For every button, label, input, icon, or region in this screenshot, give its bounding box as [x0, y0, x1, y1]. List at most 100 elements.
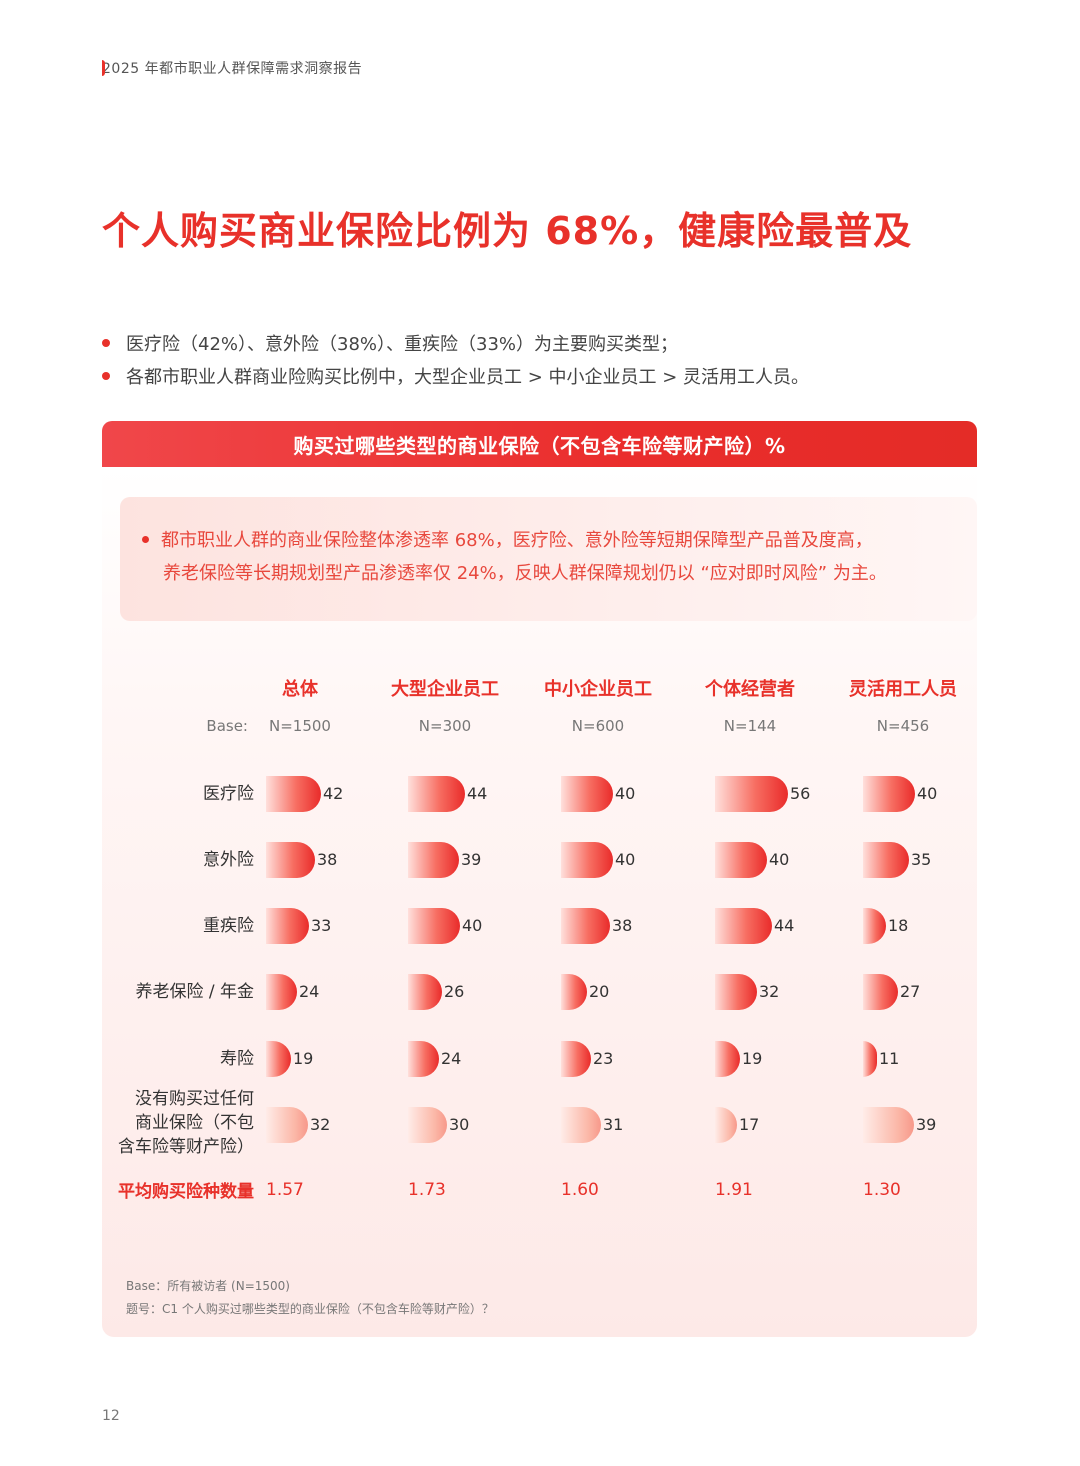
- value-bar: [561, 776, 613, 812]
- value-label: 31: [603, 1115, 624, 1134]
- value-label: 38: [317, 850, 338, 869]
- value-bar: [266, 842, 315, 878]
- finding-item: 医疗险（42%）、意外险（38%）、重疾险（33%）为主要购买类型；: [102, 326, 809, 359]
- avg-value: 1.57: [266, 1180, 304, 1200]
- row-label: 重疾险: [203, 916, 254, 936]
- value-bar: [408, 1107, 447, 1143]
- value-bar: [408, 908, 460, 944]
- value-label: 42: [323, 784, 344, 803]
- value-label: 40: [917, 784, 938, 803]
- page-number: 12: [102, 1408, 120, 1424]
- section-title: 购买过哪些类型的商业保险（不包含车险等财产险）%: [293, 433, 786, 458]
- value-bar: [408, 1041, 439, 1077]
- row-label: 养老保险 / 年金: [135, 982, 254, 1002]
- value-label: 38: [612, 916, 633, 935]
- column-header: 个体经营者: [705, 679, 795, 700]
- key-findings: 医疗险（42%）、意外险（38%）、重疾险（33%）为主要购买类型； 各都市职业…: [102, 326, 809, 392]
- column-base-n: N=1500: [269, 717, 331, 735]
- value-label: 17: [739, 1115, 760, 1134]
- value-label: 40: [615, 784, 636, 803]
- report-title: 2025 年都市职业人群保障需求洞察报告: [102, 61, 363, 77]
- value-bar: [561, 908, 610, 944]
- page-title: 个人购买商业保险比例为 68%，健康险最普及: [102, 209, 913, 253]
- value-bar: [561, 1107, 601, 1143]
- value-label: 19: [293, 1049, 314, 1068]
- section-banner: 购买过哪些类型的商业保险（不包含车险等财产险）%: [102, 421, 977, 467]
- avg-value: 1.30: [863, 1180, 901, 1200]
- value-label: 44: [467, 784, 488, 803]
- insight-text: 都市职业人群的商业保险整体渗透率 68%，医疗险、意外险等短期保障型产品普及度高…: [142, 524, 972, 590]
- value-label: 19: [742, 1049, 763, 1068]
- avg-value: 1.73: [408, 1180, 446, 1200]
- column-header: 中小企业员工: [544, 679, 652, 700]
- footnote-base: Base：所有被访者 (N=1500): [126, 1279, 290, 1293]
- base-label: Base:: [206, 717, 248, 735]
- value-bar: [561, 842, 613, 878]
- column-base-n: N=144: [723, 717, 777, 735]
- report-header: 2025 年都市职业人群保障需求洞察报告: [102, 58, 362, 78]
- column-base-n: N=456: [876, 717, 930, 735]
- value-label: 33: [311, 916, 332, 935]
- column-header: 总体: [282, 679, 318, 700]
- row-label: 意外险: [203, 850, 254, 870]
- value-bar: [863, 776, 915, 812]
- value-label: 20: [589, 982, 610, 1001]
- value-label: 40: [769, 850, 790, 869]
- avg-value: 1.91: [715, 1180, 753, 1200]
- value-label: 24: [299, 982, 320, 1001]
- value-bar: [561, 1041, 591, 1077]
- row-label: 没有购买过任何 商业保险（不包含车险等财产险）: [100, 1087, 254, 1159]
- value-bar: [408, 776, 465, 812]
- bullet-dot-icon: [102, 371, 110, 380]
- value-bar: [863, 974, 898, 1010]
- value-bar: [863, 842, 909, 878]
- row-label-line: 没有购买过任何: [135, 1089, 254, 1109]
- finding-item: 各都市职业人群商业险购买比例中，大型企业员工 > 中小企业员工 > 灵活用工人员…: [102, 359, 809, 392]
- value-label: 44: [774, 916, 795, 935]
- value-bar: [715, 974, 757, 1010]
- bullet-dot-icon: [142, 535, 149, 543]
- value-label: 40: [615, 850, 636, 869]
- column-header: 大型企业员工: [391, 679, 499, 700]
- finding-text: 各都市职业人群商业险购买比例中，大型企业员工 > 中小企业员工 > 灵活用工人员…: [126, 366, 810, 388]
- value-bar: [266, 908, 309, 944]
- value-label: 35: [911, 850, 932, 869]
- value-label: 11: [879, 1049, 900, 1068]
- column-header: 灵活用工人员: [849, 679, 957, 700]
- value-bar: [715, 908, 772, 944]
- value-label: 39: [461, 850, 482, 869]
- column-base-n: N=300: [418, 717, 472, 735]
- value-bar: [715, 842, 767, 878]
- value-bar: [863, 1107, 914, 1143]
- value-label: 24: [441, 1049, 462, 1068]
- footnote-question: 题号：C1 个人购买过哪些类型的商业保险（不包含车险等财产险）？: [126, 1302, 494, 1316]
- value-bar: [408, 974, 442, 1010]
- value-label: 39: [916, 1115, 937, 1134]
- row-label-line: 含车险等财产险）: [118, 1137, 254, 1157]
- value-bar: [408, 842, 459, 878]
- insight-line-2: 养老保险等长期规划型产品渗透率仅 24%，反映人群保障规划仍以 “应对即时风险”…: [163, 563, 887, 584]
- value-label: 23: [593, 1049, 614, 1068]
- value-bar: [715, 1107, 737, 1143]
- insight-line-1: 都市职业人群的商业保险整体渗透率 68%，医疗险、意外险等短期保障型产品普及度高…: [161, 530, 873, 551]
- row-label-line: 商业保险（不包: [135, 1113, 254, 1133]
- value-bar: [715, 776, 788, 812]
- bullet-dot-icon: [102, 338, 110, 347]
- value-label: 18: [888, 916, 909, 935]
- value-bar: [266, 974, 297, 1010]
- finding-text: 医疗险（42%）、意外险（38%）、重疾险（33%）为主要购买类型；: [126, 333, 679, 355]
- value-label: 56: [790, 784, 811, 803]
- value-bar: [266, 776, 321, 812]
- row-label: 寿险: [220, 1049, 254, 1069]
- value-label: 26: [444, 982, 465, 1001]
- column-base-n: N=600: [571, 717, 625, 735]
- value-label: 32: [759, 982, 780, 1001]
- value-label: 32: [310, 1115, 331, 1134]
- value-label: 27: [900, 982, 921, 1001]
- avg-value: 1.60: [561, 1180, 599, 1200]
- value-bar: [863, 908, 886, 944]
- avg-row-label: 平均购买险种数量: [118, 1182, 254, 1202]
- row-label: 医疗险: [203, 784, 254, 804]
- value-bar: [266, 1107, 308, 1143]
- header-accent-bar: [102, 60, 105, 76]
